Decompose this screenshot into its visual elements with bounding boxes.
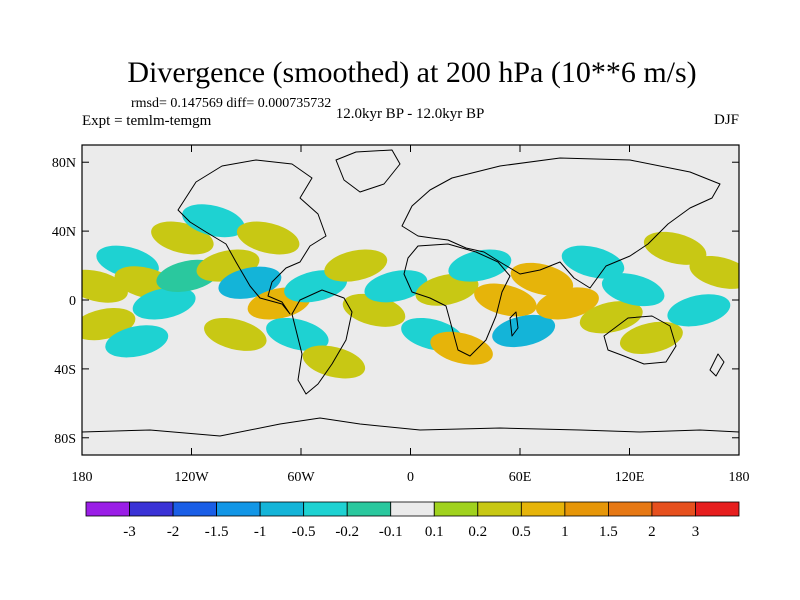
anomaly-field (82, 204, 739, 379)
anomaly-region (204, 317, 267, 351)
colorbar-label: -0.5 (292, 524, 316, 540)
colorbar-label: -0.1 (379, 524, 403, 540)
colorbar-swatch (520, 501, 566, 517)
colorbar-swatch (346, 501, 392, 517)
anomaly-region (689, 255, 739, 289)
antarctica-outline (82, 417, 739, 437)
y-tick-label: 40N (52, 225, 76, 240)
anomaly-region (535, 287, 599, 320)
coastlines (82, 149, 739, 437)
colorbar-label: 0.2 (468, 524, 487, 540)
x-tick-label: 180 (729, 470, 750, 485)
south-america-outline (291, 289, 353, 395)
anomaly-region (324, 249, 388, 282)
x-axis-ticks: 180 120W 60W 0 60E 120E 180 (72, 145, 750, 485)
colorbar-swatch (390, 501, 435, 517)
anomaly-region (474, 283, 537, 317)
x-tick-label: 180 (72, 470, 93, 485)
colorbar-label: -3 (123, 524, 136, 540)
x-tick-label: 0 (407, 470, 414, 485)
anomaly-region (667, 294, 731, 327)
colorbar: -3 -2 -1.5 -1 -0.5 -0.2 -0.1 0.1 0.2 0.5 1 1.5 2 3 (85, 501, 740, 540)
chart-subtitle: 12.0kyr BP - 12.0kyr BP (336, 106, 485, 122)
anomaly-region (643, 231, 707, 265)
x-tick-label: 120W (174, 470, 209, 485)
y-tick-label: 80N (52, 156, 76, 171)
anomaly-region (105, 325, 169, 358)
australia-outline (603, 315, 677, 365)
colorbar-swatch (608, 501, 653, 517)
y-axis-ticks: 80N 40N 0 40S 80S (52, 156, 739, 447)
anomaly-region (302, 345, 366, 379)
colorbar-label: 1.5 (599, 524, 618, 540)
x-tick-label: 120E (615, 470, 645, 485)
colorbar-label: 0.5 (512, 524, 531, 540)
colorbar-swatch (172, 501, 217, 517)
colorbar-label: -2 (167, 524, 180, 540)
anomaly-region (82, 269, 128, 303)
colorbar-label: 1 (561, 524, 569, 540)
anomaly-region (492, 314, 556, 348)
colorbar-label: 0.1 (425, 524, 444, 540)
colorbar-swatch (695, 501, 740, 517)
colorbar-label: 3 (692, 524, 700, 540)
colorbar-swatch (259, 501, 305, 517)
colorbar-label: -1.5 (205, 524, 229, 540)
anomaly-region (182, 204, 245, 238)
season-label: DJF (714, 112, 739, 128)
y-tick-label: 80S (54, 432, 76, 447)
y-tick-label: 40S (54, 363, 76, 378)
anomaly-region (619, 321, 683, 354)
colorbar-swatch (85, 501, 130, 517)
africa-outline (403, 243, 511, 357)
stats-label: rmsd= 0.147569 diff= 0.000735732 (131, 96, 331, 111)
colorbar-swatch (216, 501, 261, 517)
experiment-label: Expt = temlm-temgm (82, 113, 212, 129)
colorbar-swatch (129, 501, 174, 517)
anomaly-region (218, 266, 282, 299)
colorbar-swatch (477, 501, 522, 517)
colorbar-swatch (651, 501, 696, 517)
anomaly-region (579, 301, 643, 334)
new-zealand-outline (709, 353, 725, 377)
greenland-outline (335, 149, 401, 193)
anomaly-region (236, 221, 300, 255)
colorbar-label: -0.2 (335, 524, 359, 540)
x-tick-label: 60E (509, 470, 532, 485)
anomaly-region (364, 270, 428, 303)
eurasia-outline (401, 157, 721, 289)
colorbar-swatch (303, 501, 348, 517)
anomaly-region (561, 245, 625, 279)
chart-title: Divergence (smoothed) at 200 hPa (10**6 … (127, 56, 696, 89)
colorbar-swatch (433, 501, 479, 517)
anomaly-region (601, 273, 665, 307)
colorbar-swatch (564, 501, 609, 517)
y-tick-label: 0 (69, 294, 76, 309)
colorbar-label: 2 (648, 524, 656, 540)
madagascar-outline (509, 311, 519, 337)
anomaly-region (132, 287, 196, 320)
anomaly-region (415, 273, 479, 306)
x-tick-label: 60W (287, 470, 315, 485)
colorbar-label: -1 (254, 524, 267, 540)
anomaly-region (510, 262, 574, 296)
anomaly-region (448, 249, 512, 282)
anomaly-region (430, 331, 493, 365)
north-america-outline (177, 159, 327, 315)
